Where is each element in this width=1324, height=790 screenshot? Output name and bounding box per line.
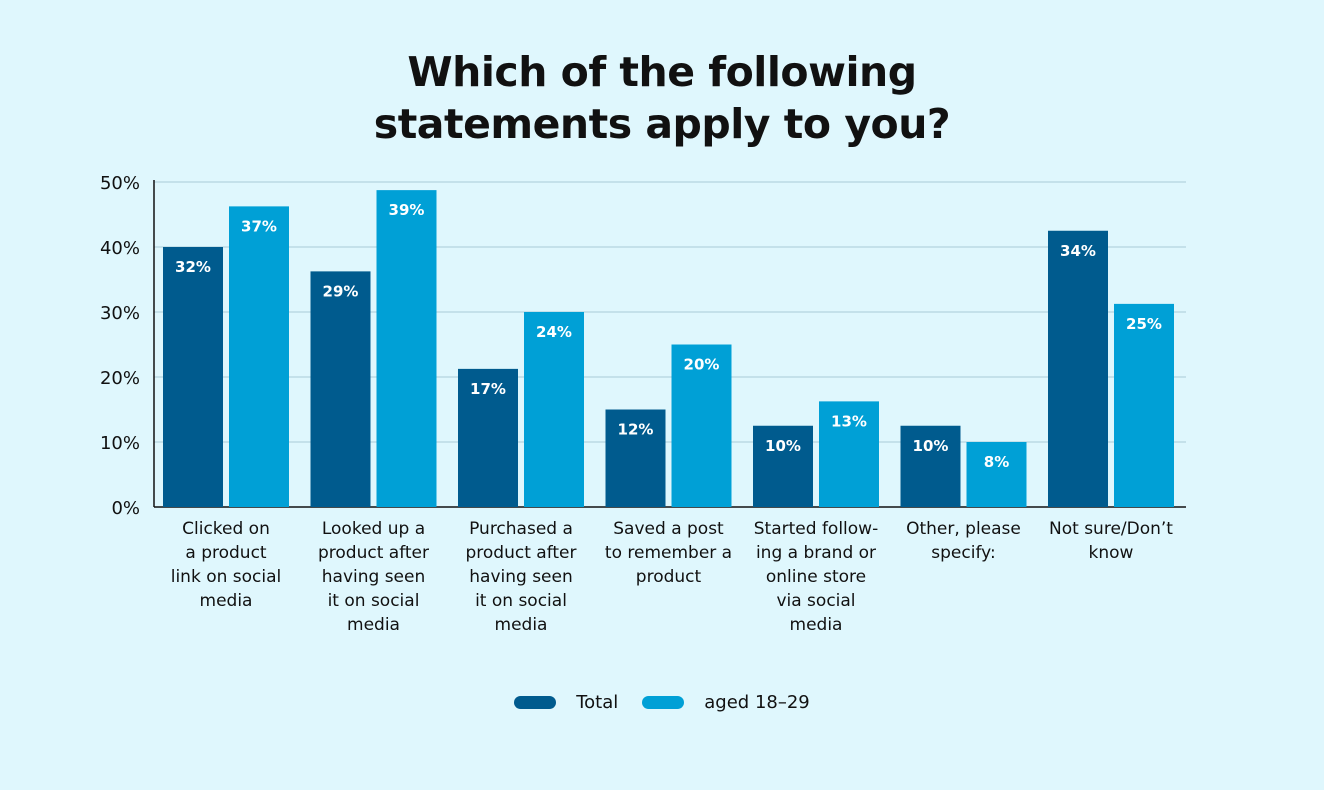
legend-item-total: Total	[514, 692, 618, 713]
y-tick-label: 40%	[100, 238, 140, 259]
x-tick-label-line: link on social	[171, 567, 282, 587]
x-tick-label-line: specify:	[931, 543, 995, 563]
data-label: 24%	[536, 323, 572, 341]
y-tick-label: 0%	[111, 498, 140, 519]
bar	[1048, 230, 1108, 507]
x-tick-label-line: ing a brand or	[756, 543, 876, 563]
data-label: 32%	[175, 258, 211, 276]
x-tick-label-line: it on social	[475, 591, 567, 611]
bar	[458, 368, 518, 507]
x-tick-label-line: media	[495, 615, 548, 635]
bar	[524, 312, 584, 507]
legend-label-total: Total	[576, 692, 619, 713]
y-tick-label: 20%	[100, 368, 140, 389]
x-tick-label-line: Other, please	[906, 519, 1021, 539]
data-label: 10%	[913, 437, 949, 455]
legend-swatch-aged	[642, 696, 685, 709]
data-label: 8%	[984, 453, 1009, 471]
data-label: 37%	[241, 217, 277, 235]
data-label: 17%	[470, 380, 506, 398]
x-tick-label-line: Saved a post	[613, 519, 724, 539]
x-tick-label-line: media	[790, 615, 843, 635]
data-label: 29%	[323, 282, 359, 300]
x-tick-label-line: know	[1089, 543, 1134, 563]
bar	[819, 401, 879, 507]
bar	[163, 247, 223, 507]
x-tick-label-line: product after	[318, 543, 429, 563]
legend-item-aged: aged 18–29	[642, 692, 810, 713]
x-tick-label-line: a product	[185, 543, 267, 563]
bar	[229, 206, 289, 507]
legend: Total aged 18–29	[0, 692, 1324, 713]
x-tick-label: Started follow-ing a brand or online stor…	[754, 519, 878, 635]
x-tick-label-line: having seen	[322, 567, 426, 587]
bar	[310, 271, 371, 507]
x-tick-label-line: product after	[465, 543, 576, 563]
x-tick-label-line: product	[636, 567, 702, 587]
y-tick-label: 30%	[100, 303, 140, 324]
chart-title: Which of the following statements apply t…	[373, 48, 951, 148]
data-label: 39%	[389, 201, 425, 219]
legend-swatch-total	[514, 696, 557, 709]
x-tick-label: Not sure/Don’t know	[1049, 519, 1173, 563]
data-label: 20%	[684, 356, 720, 374]
x-tick-label: Purchased a product after having seen it on…	[465, 519, 576, 635]
x-tick-label-line: media	[200, 591, 253, 611]
data-label: 25%	[1126, 315, 1162, 333]
data-label: 34%	[1060, 242, 1096, 260]
x-tick-label-line: media	[347, 615, 400, 635]
bar	[376, 190, 437, 507]
x-tick-label: Clicked on a product link on social media	[171, 519, 282, 611]
data-label: 13%	[831, 412, 867, 430]
x-tick-label-line: Not sure/Don’t	[1049, 519, 1173, 539]
x-tick-label: Other, please specify:	[906, 519, 1021, 563]
x-tick-label-line: Purchased a	[469, 519, 573, 539]
legend-label-aged: aged 18–29	[704, 692, 810, 713]
x-tick-label-line: Started follow-	[754, 519, 878, 539]
bar	[605, 409, 666, 507]
x-tick-label: Looked up a product after having seen it on…	[318, 519, 429, 635]
bar	[900, 425, 961, 507]
data-label: 12%	[618, 421, 654, 439]
y-tick-label: 50%	[100, 173, 140, 194]
x-tick-label-line: to remember a	[605, 543, 732, 563]
bar	[1114, 303, 1174, 507]
bar	[671, 344, 732, 507]
x-tick-label-line: Looked up a	[322, 519, 425, 539]
x-tick-label-line: online store	[766, 567, 866, 587]
x-tick-label-line: having seen	[469, 567, 573, 587]
x-tick-label-line: Clicked on	[182, 519, 270, 539]
y-tick-label: 10%	[100, 433, 140, 454]
data-label: 10%	[765, 437, 801, 455]
x-tick-label-line: it on social	[328, 591, 420, 611]
bar	[966, 442, 1027, 507]
x-tick-label-line: via social	[776, 591, 855, 611]
x-tick-label: Saved a post to remember a product	[605, 519, 732, 587]
bar	[753, 425, 813, 507]
